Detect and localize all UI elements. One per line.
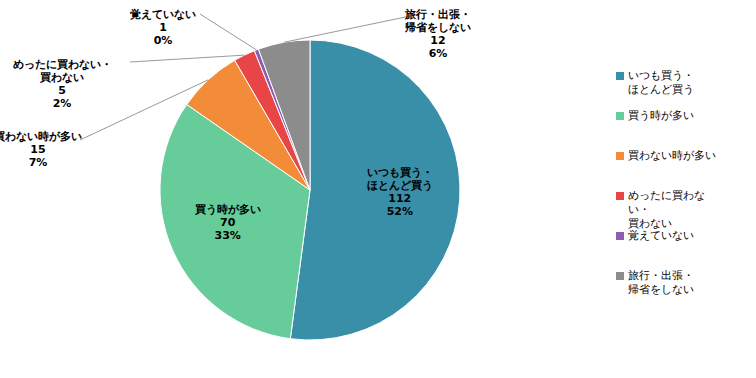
svg-text:めったに買わない・買わない52%: めったに買わない・買わない52%: [13, 58, 112, 110]
html-text:帰省をしない: 帰省をしない: [628, 283, 694, 296]
svg-text:買う時が多い7033%: 買う時が多い7033%: [194, 203, 261, 242]
html-text:覚えていない: 覚えていない: [628, 229, 694, 242]
html-text:ほとんど買う: ほとんど買う: [628, 83, 694, 96]
html-text:買わない時が多い: 買わない時が多い: [628, 149, 716, 162]
svg-text:いつも買う・ほとんど買う11252%: いつも買う・ほとんど買う11252%: [367, 166, 433, 218]
html-text:買う時が多い: 買う時が多い: [628, 109, 694, 122]
html-text:めったに買わない・: めったに買わない・: [628, 189, 705, 216]
html-text:いつも買う・: いつも買う・: [628, 69, 694, 82]
svg-text:旅行・出張・帰省をしない126%: 旅行・出張・帰省をしない126%: [404, 8, 471, 60]
svg-text:覚えていない10%: 覚えていない10%: [130, 8, 196, 47]
html-text:旅行・出張・: 旅行・出張・: [628, 269, 694, 282]
svg-text:買わない時が多い157%: 買わない時が多い157%: [8, 130, 82, 169]
html-text:買わない: 買わない: [628, 217, 672, 230]
